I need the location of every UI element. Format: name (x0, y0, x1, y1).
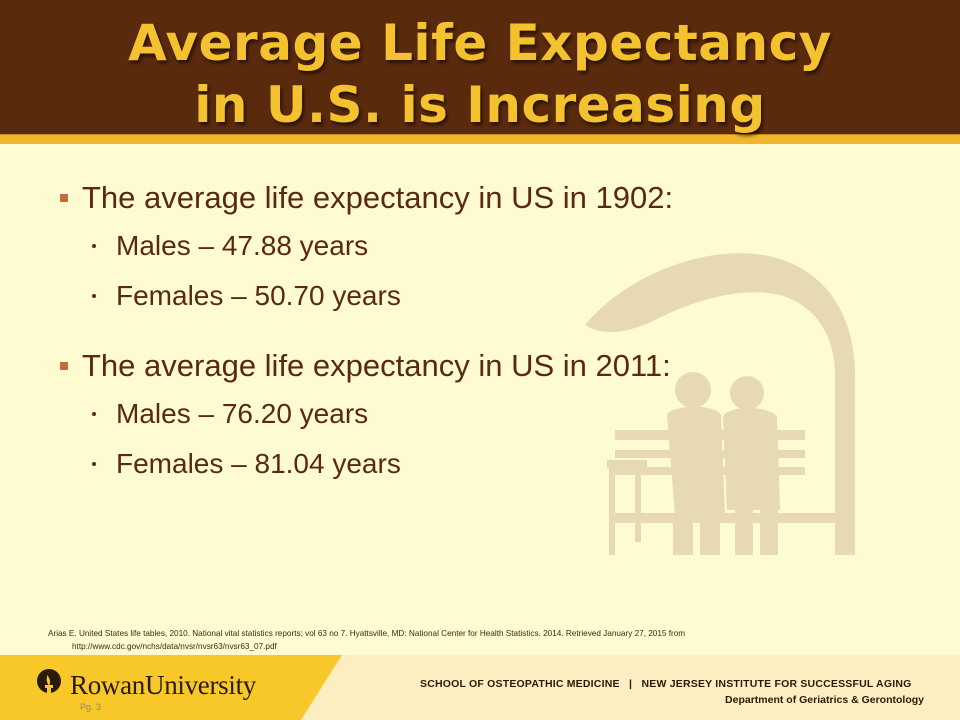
department-name: Department of Geriatrics & Gerontology (725, 694, 924, 706)
bullet-heading-text: The average life expectancy in US in 190… (82, 180, 674, 215)
torch-icon (37, 669, 61, 700)
rowan-logo: RowanUniversity (36, 668, 256, 702)
square-bullet-icon (60, 194, 68, 202)
citation-text: Arias E. United States life tables, 2010… (48, 629, 686, 638)
citation-url: http://www.cdc.gov/nchs/data/nvsr/nvsr63… (72, 642, 277, 651)
sub-bullet-text: Males – 76.20 years (116, 398, 369, 429)
dot-bullet-icon (92, 462, 96, 466)
slide-title-line-1: Average Life Expectancy (128, 14, 832, 72)
university-name: RowanUniversity (70, 669, 256, 700)
slide-title-line-2: in U.S. is Increasing (194, 76, 766, 134)
title-band (0, 0, 960, 134)
bullet-list: The average life expectancy in US in 190… (60, 175, 740, 511)
sub-bullet-text: Females – 50.70 years (116, 280, 401, 311)
citation: Arias E. United States life tables, 2010… (48, 627, 908, 653)
sub-bullet-text: Males – 47.88 years (116, 230, 369, 261)
school-name: SCHOOL OF OSTEOPATHIC MEDICINE | NEW JER… (420, 678, 912, 690)
title-accent-rule (0, 134, 960, 144)
slide-title: Average Life Expectancy in U.S. is Incre… (0, 12, 960, 136)
section-1902: The average life expectancy in US in 190… (60, 175, 740, 321)
sub-bullet: Males – 47.88 years (92, 221, 740, 271)
sub-bullet: Males – 76.20 years (92, 389, 740, 439)
sub-bullet: Females – 50.70 years (92, 271, 740, 321)
section-2011: The average life expectancy in US in 201… (60, 343, 740, 489)
elderly-couple-bench-illustration (585, 253, 855, 555)
dot-bullet-icon (92, 412, 96, 416)
square-bullet-icon (60, 362, 68, 370)
sub-bullet-text: Females – 81.04 years (116, 448, 401, 479)
bullet-heading: The average life expectancy in US in 190… (60, 175, 740, 221)
dot-bullet-icon (92, 294, 96, 298)
sub-bullet: Females – 81.04 years (92, 439, 740, 489)
dot-bullet-icon (92, 244, 96, 248)
bullet-heading: The average life expectancy in US in 201… (60, 343, 740, 389)
bullet-heading-text: The average life expectancy in US in 201… (82, 348, 671, 383)
page-number: Pg. 3 (80, 702, 102, 712)
